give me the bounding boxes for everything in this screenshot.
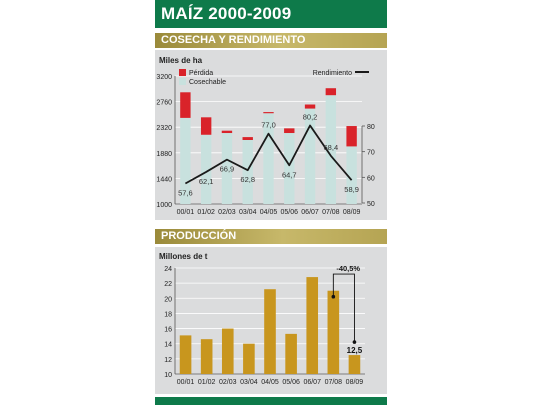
bar-cosechable [304, 108, 316, 204]
bar-perdida [221, 130, 233, 134]
page-title: MAÍZ 2000-2009 [161, 4, 292, 23]
bar-perdida [304, 104, 316, 109]
rendimiento-value-label: 64,7 [282, 170, 297, 179]
bar-produccion [243, 343, 255, 374]
x-tick-label: 08/09 [346, 379, 364, 386]
x-tick-label: 07/08 [322, 209, 340, 216]
bottom-bar [155, 397, 387, 405]
rendimiento-line [184, 124, 353, 185]
bar-produccion [348, 355, 361, 374]
bar-produccion [306, 277, 319, 374]
bar-cosechable [325, 95, 337, 204]
x-tick-label: 02/03 [219, 379, 237, 386]
annotation-last-value: 12,5 [347, 346, 363, 355]
annotation-change-label: -40,5% [336, 264, 360, 273]
y2-tick-label: 60 [367, 175, 375, 182]
rendimiento-value-label: 57,6 [178, 188, 193, 197]
bar-perdida [346, 126, 357, 147]
bar-produccion [179, 335, 192, 374]
y-tick-label: 2760 [156, 100, 172, 107]
section-header-cosecha: COSECHA Y RENDIMIENTO [155, 33, 387, 48]
y-axis-label: Miles de ha [159, 56, 203, 65]
legend-swatch-cosechable [179, 78, 186, 85]
y-tick-label: 16 [164, 327, 172, 334]
bar-cosechable [200, 134, 212, 204]
x-tick-label: 07/08 [325, 379, 343, 386]
bar-perdida [263, 112, 274, 114]
y2-tick-label: 70 [367, 150, 375, 157]
x-tick-label: 08/09 [343, 209, 361, 216]
bar-produccion [264, 289, 276, 374]
rendimiento-value-label: 68,4 [324, 143, 339, 152]
panel-cosecha: Miles de ha 1000 1440 1880 2320 2760 3200 00/01… [155, 50, 387, 220]
x-tick-label: 04/05 [261, 379, 279, 386]
y-tick-label: 3200 [156, 74, 172, 81]
bar-perdida [200, 117, 212, 135]
panel-produccion: Millones de t 10 12 14 16 18 20 22 24 00/01 01/02 0… [155, 247, 387, 394]
bar-cosechable [221, 133, 233, 204]
bar-cosechable [346, 146, 357, 204]
y-tick-label: 1880 [156, 151, 172, 158]
y-tick-label: 14 [164, 342, 172, 349]
bar-cosechable [180, 117, 191, 204]
x-tick-label: 00/01 [177, 209, 195, 216]
bar-perdida [242, 137, 253, 140]
section-title-cosecha: COSECHA Y RENDIMIENTO [161, 34, 306, 46]
x-tick-label: 01/02 [198, 379, 216, 386]
bar-produccion [221, 328, 234, 374]
bar-produccion [200, 339, 213, 374]
chart-cosecha-rendimiento: Miles de ha 1000 1440 1880 2320 2760 3200 00/01… [156, 56, 375, 216]
bar-produccion [327, 290, 340, 374]
title-bar: MAÍZ 2000-2009 [155, 0, 387, 28]
bar-cosechable [284, 133, 295, 204]
x-tick-label: 03/04 [240, 379, 258, 386]
rendimiento-value-label: 80,2 [303, 112, 318, 121]
bar-perdida [284, 128, 295, 134]
y2-tick-label: 50 [367, 201, 375, 208]
rendimiento-value-label: 58,9 [344, 185, 359, 194]
legend-swatch-perdida [179, 69, 186, 76]
legend-label-cosechable: Cosechable [189, 79, 226, 86]
y-tick-label: 1000 [156, 202, 172, 209]
rendimiento-value-label: 77,0 [261, 121, 276, 130]
annotation-end-dot [352, 340, 357, 344]
x-tick-label: 01/02 [197, 209, 215, 216]
x-tick-label: 03/04 [239, 209, 257, 216]
bar-produccion [285, 333, 297, 374]
section-title-produccion: PRODUCCIÓN [161, 230, 237, 242]
legend-label-perdida: Pérdida [189, 70, 213, 77]
y2-tick-label: 80 [367, 124, 375, 131]
y-tick-label: 12 [164, 357, 172, 364]
y-tick-label: 22 [164, 281, 172, 288]
bar-perdida [180, 92, 191, 118]
rendimiento-value-label: 62,8 [240, 175, 255, 184]
annotation-bracket [332, 273, 355, 343]
y-tick-label: 1440 [156, 176, 172, 183]
y-tick-label: 24 [164, 266, 172, 273]
x-tick-label: 02/03 [218, 209, 236, 216]
bar-cosechable [242, 140, 253, 204]
x-tick-label: 05/06 [282, 379, 300, 386]
rendimiento-value-label: 62,1 [199, 177, 214, 186]
y-tick-label: 10 [164, 372, 172, 379]
infographic: MAÍZ 2000-2009 COSECHA Y RENDIMIENTO Mil… [155, 0, 387, 405]
bar-cosechable [263, 113, 274, 204]
y-tick-label: 18 [164, 311, 172, 318]
section-header-produccion: PRODUCCIÓN [155, 229, 387, 244]
rendimiento-value-label: 66,9 [220, 165, 235, 174]
y-tick-label: 20 [164, 296, 172, 303]
x-tick-label: 04/05 [260, 209, 278, 216]
bar-perdida [325, 88, 337, 96]
annotation-start-dot [331, 294, 336, 299]
x-tick-label: 05/06 [281, 209, 299, 216]
x-tick-label: 06/07 [303, 379, 321, 386]
legend-label-rendimiento: Rendimiento [313, 70, 352, 77]
x-tick-label: 00/01 [177, 379, 195, 386]
y-tick-label: 2320 [156, 125, 172, 132]
y-axis-label: Millones de t [159, 252, 208, 261]
x-tick-label: 06/07 [301, 209, 319, 216]
